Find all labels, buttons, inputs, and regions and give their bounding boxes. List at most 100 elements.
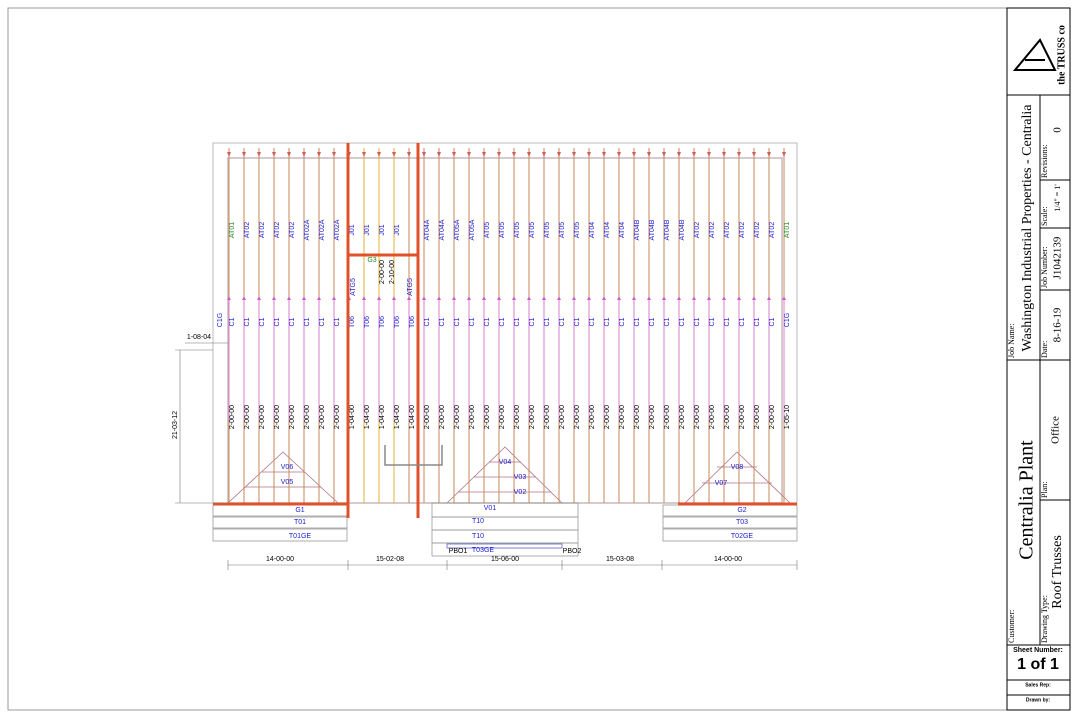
sheet-frame xyxy=(7,7,1071,711)
bearing-arrow xyxy=(332,296,336,300)
bearing-arrow xyxy=(572,296,576,300)
bearing-arrow xyxy=(692,152,696,157)
field-label: Drawing Type: xyxy=(1040,595,1049,643)
field-label: Job Name: xyxy=(1007,324,1016,358)
truss-label: 1-04-00 xyxy=(409,405,416,429)
bearing-arrow xyxy=(662,296,666,300)
truss-label: ATG5 xyxy=(350,278,357,296)
bearing-arrow xyxy=(707,152,711,157)
bearing-arrow xyxy=(467,152,471,157)
truss-label: C1 xyxy=(484,317,491,326)
truss-label: 2-00-00 xyxy=(739,405,746,429)
truss-label: 2-00-00 xyxy=(514,405,521,429)
customer: Centralia Plant xyxy=(1016,440,1038,560)
bearing-arrow xyxy=(542,296,546,300)
truss-label: C1 xyxy=(514,317,521,326)
truss-label: 2-00-00 xyxy=(559,405,566,429)
bearing-arrow xyxy=(287,296,291,300)
bearing-arrow xyxy=(737,152,741,157)
truss-label: AT02 xyxy=(244,222,251,238)
bearing-arrow xyxy=(617,152,621,157)
bearing-arrow xyxy=(782,152,786,157)
truss-label: AT04A xyxy=(424,219,431,240)
bearing-arrow xyxy=(497,296,501,300)
bearing-arrow xyxy=(452,296,456,300)
truss-label: 2-00-00 xyxy=(769,405,776,429)
truss-label: C1 xyxy=(229,317,236,326)
bearing-arrow xyxy=(662,152,666,157)
dim-label: 15-03-08 xyxy=(606,556,634,563)
truss-label: 1-04-00 xyxy=(364,405,371,429)
bearing-arrow xyxy=(452,152,456,157)
truss-label: C1 xyxy=(274,317,281,326)
truss-label: C1 xyxy=(709,317,716,326)
truss-label: AT02 xyxy=(709,222,716,238)
bearing-arrow xyxy=(362,152,366,157)
block-label: PBO1 xyxy=(449,548,468,555)
truss-label: J01 xyxy=(379,224,386,235)
truss-label: C1G xyxy=(784,313,791,327)
dim-label: 15-06-00 xyxy=(491,556,519,563)
dim-label: 14-00-00 xyxy=(266,556,294,563)
truss-label: AT01 xyxy=(229,222,236,238)
dim-label: 1-08-04 xyxy=(187,334,211,341)
truss-label: AT05 xyxy=(544,222,551,238)
truss-label: 2-00-00 xyxy=(469,405,476,429)
bearing-arrow xyxy=(272,152,276,157)
truss-label: AT05 xyxy=(514,222,521,238)
truss-label: 2-00-00 xyxy=(319,405,326,429)
truss-label: C1 xyxy=(664,317,671,326)
bearing-arrow xyxy=(707,296,711,300)
bearing-arrow xyxy=(242,296,246,300)
truss-label: 2-00-00 xyxy=(544,405,551,429)
bearing-arrow xyxy=(482,296,486,300)
truss-label: C1 xyxy=(694,317,701,326)
bearing-arrow xyxy=(632,152,636,157)
truss-label: 2-00-00 xyxy=(259,405,266,429)
bearing-arrow xyxy=(302,296,306,300)
dim-label: 15-02-08 xyxy=(376,556,404,563)
truss-label: C1 xyxy=(739,317,746,326)
truss-label: C1 xyxy=(304,317,311,326)
truss-label: AT04 xyxy=(589,222,596,238)
drawing-type: Roof Trusses xyxy=(1050,535,1065,609)
bearing-arrow xyxy=(497,152,501,157)
bearing-arrow xyxy=(677,152,681,157)
truss-label: 2-00-00 xyxy=(304,405,311,429)
truss-label: J01 xyxy=(394,224,401,235)
truss-label: 2-00-00 xyxy=(649,405,656,429)
valley-label: V01 xyxy=(484,505,497,512)
truss-label: C1 xyxy=(634,317,641,326)
dim-label: 2-00-00 xyxy=(379,260,386,284)
truss-label: 1-04-00 xyxy=(394,405,401,429)
truss-label: 2-00-00 xyxy=(754,405,761,429)
truss-label: C1 xyxy=(424,317,431,326)
bearing-arrow xyxy=(482,152,486,157)
truss-label: J01 xyxy=(364,224,371,235)
truss-label: 2-00-00 xyxy=(244,405,251,429)
field-label: Drawn by: xyxy=(1026,697,1051,703)
truss-label: T06 xyxy=(364,316,371,328)
truss-label: 1-05-10 xyxy=(784,405,791,429)
truss-label: 2-00-00 xyxy=(619,405,626,429)
job-number: J1042139 xyxy=(1052,236,1064,279)
bearing-arrow xyxy=(602,152,606,157)
field-label: Date: xyxy=(1040,341,1049,358)
truss-label: T06 xyxy=(379,316,386,328)
truss-label: C1 xyxy=(244,317,251,326)
truss-label: T01 xyxy=(294,519,306,526)
truss-label: AT04B xyxy=(664,219,671,240)
bearing-arrow xyxy=(692,296,696,300)
bearing-arrow xyxy=(437,152,441,157)
bearing-arrow xyxy=(317,152,321,157)
truss-label: AT02 xyxy=(259,222,266,238)
bearing-arrow xyxy=(752,296,756,300)
bearing-arrow xyxy=(317,296,321,300)
truss-label: C1 xyxy=(289,317,296,326)
bearing-arrow xyxy=(392,296,396,300)
bearing-arrow xyxy=(272,296,276,300)
truss-label: C1 xyxy=(589,317,596,326)
truss-label: C1G xyxy=(217,313,224,327)
logo: the TRUSS co xyxy=(1056,25,1067,85)
